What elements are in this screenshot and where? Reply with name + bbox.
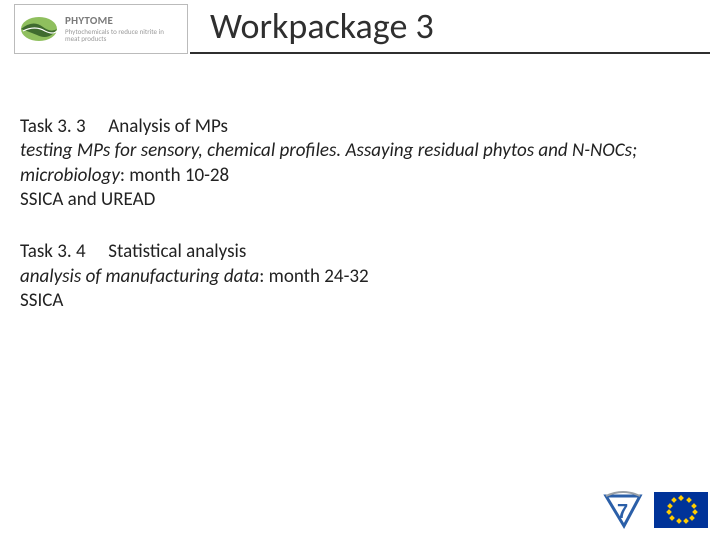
task-timing: : month 24-32: [259, 265, 368, 288]
task-heading-line: Task 3. 3 Analysis of MPs: [20, 115, 700, 139]
task-block-3-4: Task 3. 4 Statistical analysis analysis …: [20, 240, 700, 313]
task-desc: testing MPs for sensory, chemical profil…: [20, 139, 637, 186]
logo-name: PHYTOME: [65, 15, 175, 27]
title-underline: [190, 52, 710, 54]
task-desc: analysis of manufacturing data: [20, 265, 259, 288]
task-timing: : month 10-28: [120, 164, 229, 187]
eu-stars: [659, 495, 703, 525]
task-number: Task 3. 3: [20, 115, 104, 139]
phytome-logo-text: PHYTOME Phytochemicals to reduce nitrite…: [65, 15, 175, 42]
footer: 7: [0, 484, 720, 540]
header: PHYTOME Phytochemicals to reduce nitrite…: [0, 0, 720, 70]
task-heading: Statistical analysis: [108, 240, 246, 263]
task-heading: Analysis of MPs: [108, 115, 228, 138]
task-owner: SSICA: [20, 289, 700, 313]
slide: PHYTOME Phytochemicals to reduce nitrite…: [0, 0, 720, 540]
logo-tagline: Phytochemicals to reduce nitrite in meat…: [65, 28, 175, 43]
eu-flag-icon: [654, 492, 708, 528]
task-owner: SSICA and UREAD: [20, 188, 700, 212]
phytome-logo-icon: [19, 9, 59, 49]
phytome-logo: PHYTOME Phytochemicals to reduce nitrite…: [14, 4, 188, 54]
task-desc-line: analysis of manufacturing data: month 24…: [20, 265, 700, 289]
task-number: Task 3. 4: [20, 240, 104, 264]
page-title: Workpackage 3: [210, 4, 434, 48]
fp7-logo-icon: 7: [600, 486, 646, 530]
task-heading-line: Task 3. 4 Statistical analysis: [20, 240, 700, 264]
body-content: Task 3. 3 Analysis of MPs testing MPs fo…: [20, 115, 700, 341]
fp7-seven: 7: [617, 501, 628, 523]
task-desc-line: testing MPs for sensory, chemical profil…: [20, 139, 700, 188]
task-block-3-3: Task 3. 3 Analysis of MPs testing MPs fo…: [20, 115, 700, 212]
